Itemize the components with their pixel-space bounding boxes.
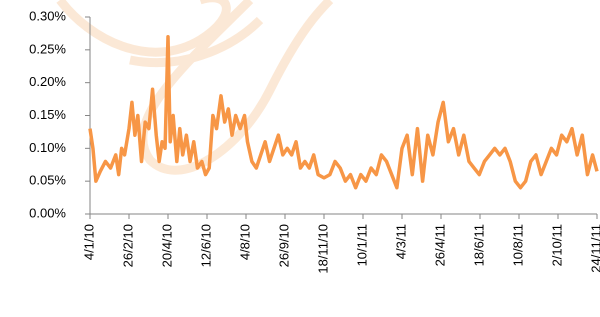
x-tick-label: 20/4/10 — [159, 224, 174, 267]
x-tick-label: 4/8/10 — [237, 224, 252, 260]
page: {"chart_data": {"type": "line", "x": ["4… — [0, 0, 600, 317]
chart: 0.00% 0.05% 0.10% 0.15% 0.20% 0.25% 0.30% 4/1/1… — [0, 0, 600, 317]
x-tick-label: 26/4/11 — [432, 224, 447, 266]
y-tick-label: 0.30% — [29, 8, 66, 23]
x-tick-label: 4/1/10 — [81, 224, 96, 260]
x-tick-label: 26/9/10 — [276, 224, 291, 267]
y-tick-label: 0.25% — [29, 41, 66, 56]
y-tick-label: 0.20% — [29, 74, 66, 89]
x-tick-label: 4/3/11 — [393, 224, 408, 259]
x-tick-label: 26/2/10 — [120, 224, 135, 267]
y-tick-label: 0.00% — [29, 205, 66, 220]
x-tick-label: 10/1/11 — [354, 224, 369, 266]
y-tick-label: 0.15% — [29, 107, 66, 122]
y-tick-label: 0.05% — [29, 173, 66, 188]
x-tick-label: 18/11/10 — [315, 224, 330, 274]
x-tick-label: 2/10/11 — [549, 224, 564, 266]
x-tick-label: 24/11/11 — [588, 224, 600, 273]
x-tick-label: 12/6/10 — [198, 224, 213, 267]
x-tick-label: 18/6/11 — [471, 224, 486, 266]
x-tick-label: 10/8/11 — [510, 224, 525, 266]
y-tick-label: 0.10% — [29, 140, 66, 155]
